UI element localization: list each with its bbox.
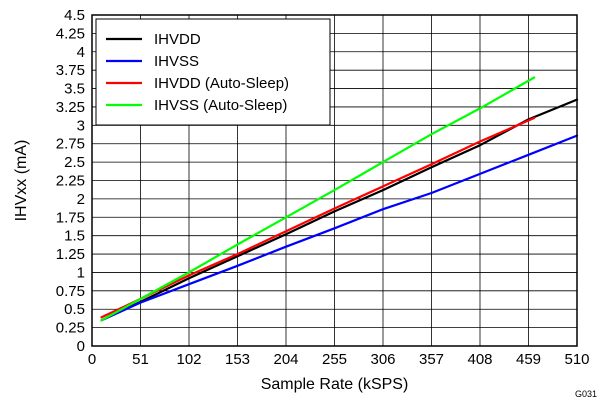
figure-code: G031 bbox=[575, 389, 597, 399]
y-tick-label: 1.5 bbox=[64, 228, 85, 245]
x-tick-label: 459 bbox=[516, 351, 541, 368]
x-tick-label: 510 bbox=[564, 351, 589, 368]
y-tick-label: 0.75 bbox=[56, 283, 85, 300]
y-tick-label: 4 bbox=[77, 44, 85, 61]
y-tick-label: 1 bbox=[77, 264, 85, 281]
y-tick-label: 2.75 bbox=[56, 136, 85, 153]
x-tick-label: 153 bbox=[225, 351, 250, 368]
y-tick-label: 3.75 bbox=[56, 62, 85, 79]
x-tick-label: 102 bbox=[176, 351, 201, 368]
x-tick-label: 51 bbox=[132, 351, 149, 368]
y-tick-label: 0 bbox=[77, 338, 85, 355]
x-tick-label: 408 bbox=[467, 351, 492, 368]
y-tick-label: 4.25 bbox=[56, 25, 85, 42]
y-tick-label: 1.25 bbox=[56, 246, 85, 263]
x-tick-label: 0 bbox=[88, 351, 96, 368]
series-line bbox=[100, 134, 579, 322]
y-tick-label: 0.25 bbox=[56, 320, 85, 337]
y-tick-label: 4.5 bbox=[64, 7, 85, 24]
series-line bbox=[100, 98, 579, 322]
legend-label: IHVDD bbox=[154, 31, 201, 48]
y-tick-label: 2 bbox=[77, 191, 85, 208]
x-tick-label: 255 bbox=[322, 351, 347, 368]
y-axis-label: IHVxx (mA) bbox=[13, 140, 30, 222]
y-tick-label: 2.25 bbox=[56, 173, 85, 190]
x-tick-label: 306 bbox=[370, 351, 395, 368]
y-tick-label: 1.75 bbox=[56, 209, 85, 226]
series-line bbox=[100, 76, 536, 322]
legend-label: IHVDD (Auto-Sleep) bbox=[154, 75, 289, 92]
plot-frame bbox=[91, 14, 578, 347]
series-lines bbox=[100, 76, 579, 322]
legend-label: IHVSS (Auto-Sleep) bbox=[154, 97, 287, 114]
x-tick-labels: 0 51 102 153 204 255 306 357 408 459 510 bbox=[88, 351, 590, 368]
x-axis-label: Sample Rate (kSPS) bbox=[261, 376, 409, 393]
y-tick-label: 3 bbox=[77, 117, 85, 134]
legend-box bbox=[95, 18, 331, 126]
y-tick-label: 2.5 bbox=[64, 154, 85, 171]
legend: IHVDD IHVSS IHVDD (Auto-Sleep) IHVSS (Auto-… bbox=[95, 18, 331, 126]
series-line bbox=[100, 116, 536, 319]
y-tick-label: 3.5 bbox=[64, 81, 85, 98]
x-tick-label: 357 bbox=[419, 351, 444, 368]
y-tick-label: 0.5 bbox=[64, 301, 85, 318]
y-tick-label: 3.25 bbox=[56, 99, 85, 116]
x-tick-label: 204 bbox=[273, 351, 298, 368]
legend-label: IHVSS bbox=[154, 53, 199, 70]
